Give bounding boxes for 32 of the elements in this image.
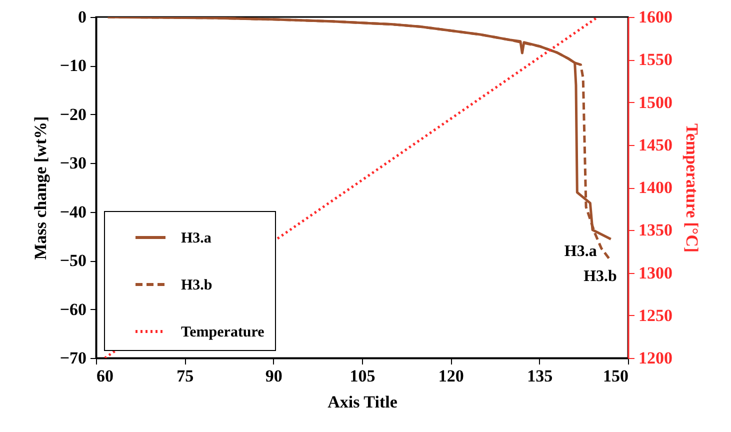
y2-tick-label: 1300 xyxy=(638,263,672,282)
annotation: H3.b xyxy=(584,268,618,286)
y-tick-label: −50 xyxy=(60,251,86,270)
x-tick-label: 150 xyxy=(603,366,628,386)
y-tick-label: −30 xyxy=(60,154,86,173)
x-tick-label: 120 xyxy=(438,366,464,386)
y2-tick-label: 1500 xyxy=(638,92,672,112)
y-tick-label: −40 xyxy=(60,202,86,222)
y2-tick-label: 1350 xyxy=(638,220,672,240)
y-tick-label: 0 xyxy=(78,8,86,26)
legend-label: Temperature xyxy=(181,324,265,340)
x-tick-label: 75 xyxy=(176,366,194,386)
y2-axis-title: Temperature [°C] xyxy=(682,123,702,253)
y2-tick-label: 1250 xyxy=(638,306,672,325)
annotation: H3.a xyxy=(564,243,597,260)
x-tick-label: 135 xyxy=(527,366,553,386)
y2-tick-label: 1450 xyxy=(638,135,672,154)
y-tick-label: −20 xyxy=(60,104,86,124)
x-tick-label: 105 xyxy=(350,366,376,386)
y2-tick-label: 1400 xyxy=(638,178,672,197)
y-tick-label: −10 xyxy=(60,56,86,76)
y2-tick-label: 1200 xyxy=(638,348,672,368)
legend-label: H3.a xyxy=(181,230,212,246)
x-tick-label: 90 xyxy=(265,366,282,386)
x-tick-label: 60 xyxy=(96,366,114,386)
x-axis-title: Axis Title xyxy=(328,392,398,412)
y-tick-label: −70 xyxy=(60,348,86,368)
legend-label: H3.b xyxy=(181,278,212,294)
y-axis-title: Mass change [wt%] xyxy=(30,116,50,260)
y-tick-label: −60 xyxy=(60,300,86,319)
y2-tick-label: 1600 xyxy=(638,8,672,26)
y2-tick-label: 1550 xyxy=(638,50,672,70)
